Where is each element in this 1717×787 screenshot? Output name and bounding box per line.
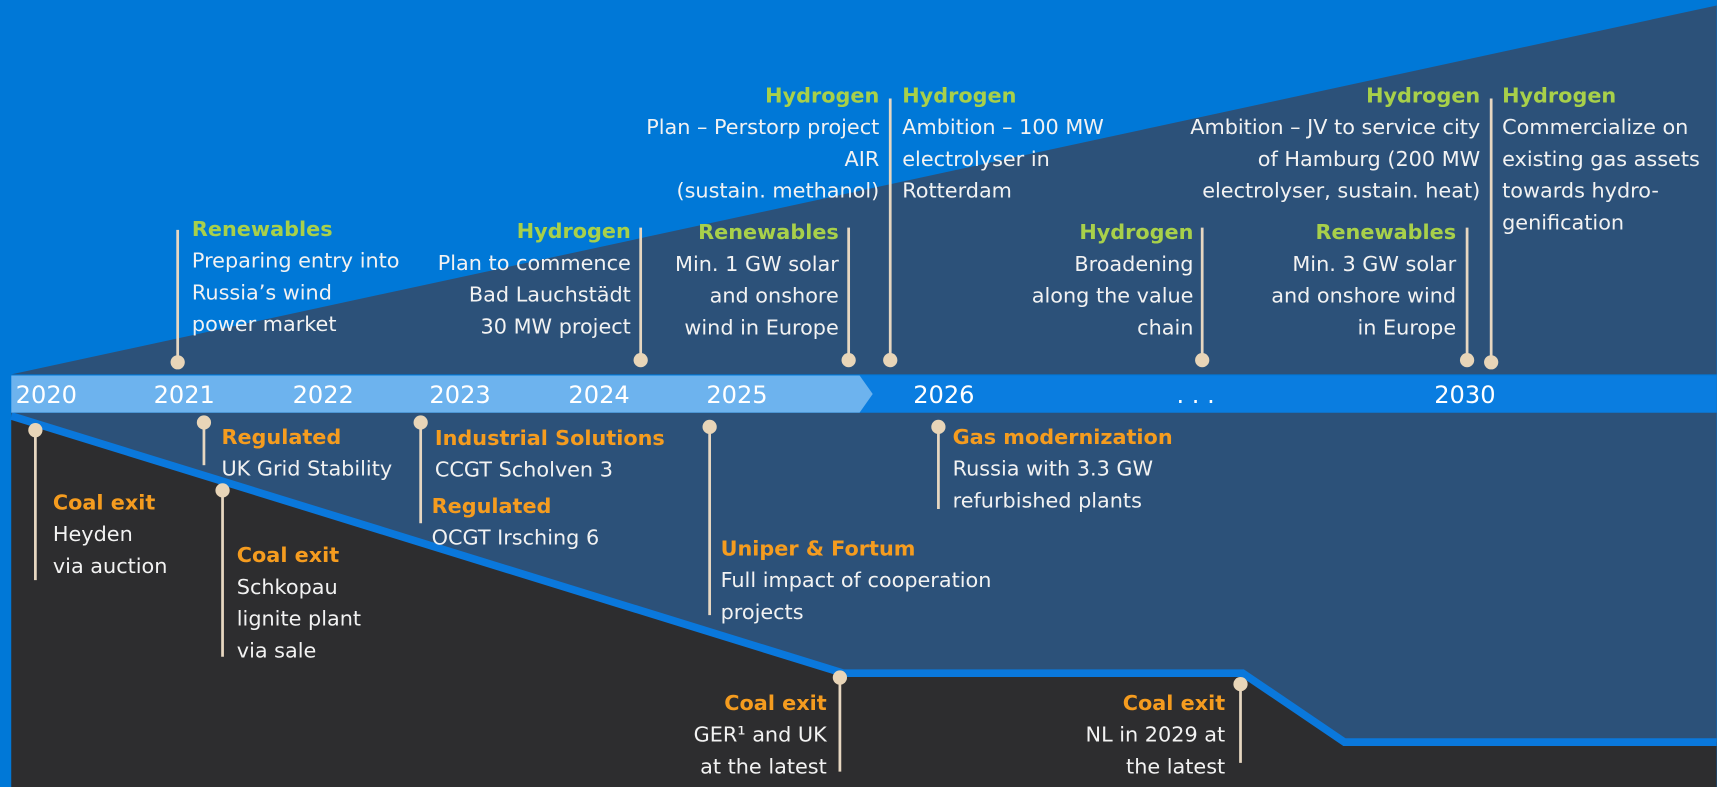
event-text: AIR (845, 147, 880, 171)
content: 2020 2021 2022 2023 2024 2025 2026 . . . 2030 Ren… (16, 83, 1700, 778)
year-label: 2030 (1434, 381, 1495, 409)
event-text: (sustain. methanol) (676, 179, 879, 203)
milestone-dot (170, 355, 185, 370)
event-category: Hydrogen (1366, 83, 1480, 107)
milestone-dot (931, 419, 946, 434)
event-text: and onshore (710, 284, 839, 308)
event-text: Min. 3 GW solar (1292, 252, 1456, 276)
event-text: UK Grid Stability (221, 457, 392, 481)
event-text: via sale (237, 638, 317, 662)
milestone-dot (1195, 353, 1210, 368)
event-text: Heyden (53, 522, 133, 546)
event-category: Hydrogen (517, 219, 631, 243)
event-category: Hydrogen (1079, 220, 1193, 244)
event-text: lignite plant (237, 607, 361, 631)
event-text: at the latest (700, 754, 827, 778)
event-category: Renewables (192, 217, 333, 241)
event-text: Ambition – 100 MW (902, 115, 1104, 139)
year-label: 2023 (429, 381, 490, 409)
event-text: chain (1137, 315, 1193, 339)
event-category: Coal exit (724, 691, 827, 715)
event-category: Gas modernization (953, 425, 1173, 449)
milestone-dot (1233, 676, 1248, 692)
event-category: Renewables (698, 220, 839, 244)
event-text: in Europe (1357, 315, 1456, 339)
year-label: 2026 (913, 381, 974, 409)
event-text: Russia with 3.3 GW (953, 457, 1153, 481)
milestone-dot (633, 353, 648, 368)
event-text: refurbished plants (953, 488, 1142, 512)
event-category: Coal exit (1123, 691, 1226, 715)
timeline-past (11, 375, 873, 413)
event-category: Industrial Solutions (435, 426, 665, 450)
event-text: via auction (53, 554, 168, 578)
milestone-dot (413, 415, 428, 430)
decline-line (10, 412, 1717, 746)
event-category: Uniper & Fortum (721, 536, 916, 560)
event-text: and onshore wind (1271, 284, 1456, 308)
event-text: of Hamburg (200 MW (1258, 147, 1480, 171)
event-text: CCGT Scholven 3 (435, 458, 613, 482)
milestone-dot (841, 353, 856, 368)
event-text: Full impact of cooperation (721, 568, 992, 592)
year-label: 2024 (568, 381, 629, 409)
event-text: genification (1502, 210, 1624, 234)
event-category: Regulated (221, 425, 341, 449)
event-text: the latest (1126, 754, 1225, 778)
year-label: 2021 (154, 381, 215, 409)
event-text: OCGT Irsching 6 (432, 526, 600, 550)
event-text: wind in Europe (684, 315, 838, 339)
event-text: Rotterdam (902, 179, 1012, 203)
event-category: Hydrogen (902, 83, 1016, 107)
upper-wedge (11, 5, 1717, 375)
event-text: projects (721, 600, 804, 624)
event-text: along the value (1032, 284, 1194, 308)
event-text: Russia’s wind (192, 280, 332, 304)
event-text: Commercialize on (1502, 115, 1688, 139)
year-label: 2020 (16, 381, 77, 409)
event-text: Broadening (1074, 252, 1193, 276)
milestone-dot (883, 353, 898, 368)
event-text: Min. 1 GW solar (675, 252, 839, 276)
milestone-dot (1484, 355, 1499, 370)
event-text: Bad Lauchstädt (469, 283, 631, 307)
event-text: Ambition – JV to service city (1190, 115, 1480, 139)
year-label: 2022 (293, 381, 354, 409)
event-category: Renewables (1315, 220, 1456, 244)
event-text: Schkopau (237, 575, 338, 599)
year-label: 2025 (706, 381, 767, 409)
event-text: Preparing entry into (192, 249, 400, 273)
event-category: Hydrogen (765, 83, 879, 107)
event-text: electrolyser, sustain. heat) (1202, 179, 1480, 203)
event-text: GER¹ and UK (694, 723, 829, 747)
event-category: Hydrogen (1502, 83, 1616, 107)
milestone-dot (832, 670, 848, 685)
event-category: Regulated (432, 494, 552, 518)
coal-area (11, 415, 1717, 787)
milestone-dot (215, 483, 230, 498)
event-category: Coal exit (53, 491, 156, 515)
event-text: Plan – Perstorp project (646, 115, 879, 139)
milestone-dot (28, 423, 43, 438)
milestone-dot (702, 419, 717, 434)
event-text: NL in 2029 at (1086, 723, 1226, 747)
event-text: 30 MW project (481, 314, 631, 338)
event-text: existing gas assets (1502, 147, 1700, 171)
year-label: . . . (1176, 381, 1214, 409)
event-text: Plan to commence (438, 251, 631, 275)
event-category: Coal exit (237, 543, 340, 567)
milestone-dot (196, 415, 212, 430)
event-text: electrolyser in (902, 147, 1049, 171)
event-text: towards hydro- (1502, 179, 1659, 203)
event-text: power market (192, 312, 337, 336)
milestone-dot (1459, 353, 1475, 368)
